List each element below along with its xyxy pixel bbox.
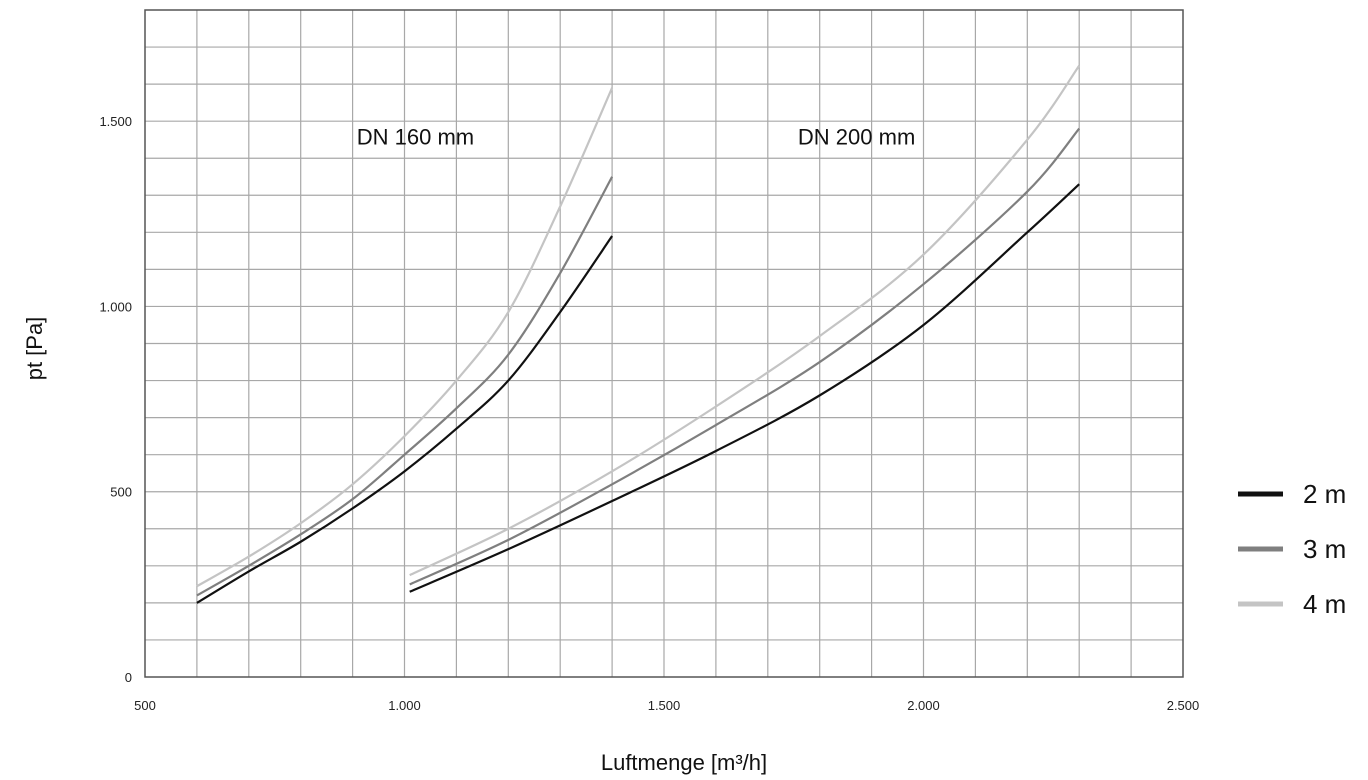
chart-grid: [145, 10, 1183, 677]
legend-label: 3 m: [1303, 534, 1346, 564]
y-tick-label: 0: [125, 670, 132, 685]
series-line-dn-160-mm-4m: [196, 87, 614, 588]
annotation-label: DN 160 mm: [357, 125, 474, 150]
y-axis-label: pt [Pa]: [22, 317, 47, 381]
y-axis-ticks: 0 500 1.000 1.500: [99, 114, 132, 685]
x-tick-label: 2.500: [1167, 698, 1200, 713]
x-tick-label: 1.500: [648, 698, 681, 713]
series-line-dn-200-mm-2m: [409, 183, 1080, 593]
legend-label: 4 m: [1303, 589, 1346, 619]
x-axis-label: Luftmenge [m³/h]: [601, 750, 767, 775]
x-tick-label: 2.000: [907, 698, 940, 713]
x-axis-ticks: 500 1.000 1.500 2.000 2.500: [134, 698, 1199, 713]
legend-label: 2 m: [1303, 479, 1346, 509]
x-tick-label: 1.000: [388, 698, 421, 713]
plot-area-border: [144, 9, 1184, 678]
y-tick-label: 1.000: [99, 299, 132, 314]
y-tick-label: 1.500: [99, 114, 132, 129]
annotations: DN 160 mm DN 200 mm: [357, 125, 916, 150]
annotation-label: DN 200 mm: [798, 125, 915, 150]
series-line-dn-160-mm-2m: [196, 235, 614, 604]
y-tick-label: 500: [110, 485, 132, 500]
series-line-dn-160-mm-3m: [196, 176, 614, 597]
series-line-dn-200-mm-3m: [409, 127, 1081, 586]
series-layer: [196, 64, 1081, 604]
series-line-dn-200-mm-4m: [409, 64, 1081, 577]
x-tick-label: 500: [134, 698, 156, 713]
legend: 2 m 3 m 4 m: [1238, 479, 1346, 619]
